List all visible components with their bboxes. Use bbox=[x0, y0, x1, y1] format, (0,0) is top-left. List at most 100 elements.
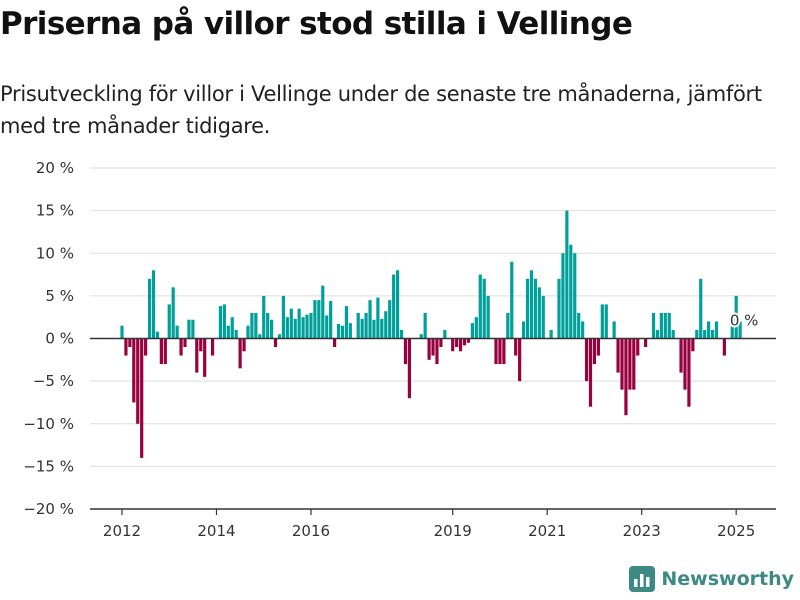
bar bbox=[466, 338, 471, 343]
bar bbox=[541, 295, 545, 339]
bar bbox=[616, 338, 620, 373]
bar bbox=[581, 321, 585, 339]
bar bbox=[502, 338, 506, 365]
bar bbox=[707, 321, 711, 339]
bar bbox=[628, 338, 632, 390]
y-tick-label: 5 % bbox=[45, 287, 74, 305]
bar bbox=[348, 323, 352, 339]
bar bbox=[691, 338, 695, 352]
bar bbox=[392, 274, 396, 339]
bar bbox=[423, 312, 427, 339]
bar bbox=[368, 300, 372, 339]
bar bbox=[494, 338, 498, 365]
bar bbox=[651, 312, 656, 339]
bar bbox=[537, 287, 541, 339]
bar bbox=[455, 338, 459, 348]
bar bbox=[482, 278, 486, 339]
bar bbox=[222, 304, 226, 339]
bar bbox=[136, 338, 140, 424]
bar bbox=[144, 338, 148, 356]
bar bbox=[218, 306, 223, 339]
bar bbox=[435, 338, 439, 365]
bar bbox=[376, 297, 380, 339]
y-tick-label: 10 % bbox=[36, 244, 74, 262]
newsworthy-bar-chart-icon bbox=[629, 566, 656, 592]
bar bbox=[549, 329, 553, 339]
y-tick-label: 15 % bbox=[36, 202, 74, 220]
bar bbox=[592, 338, 597, 365]
x-tick-label: 2012 bbox=[103, 522, 141, 540]
bar bbox=[722, 338, 726, 356]
x-tick-label: 2014 bbox=[197, 522, 235, 540]
bar bbox=[234, 329, 238, 339]
bar bbox=[388, 300, 392, 339]
bar bbox=[364, 312, 368, 339]
bar bbox=[734, 295, 738, 339]
bar bbox=[600, 304, 604, 339]
bar bbox=[588, 338, 593, 407]
bar bbox=[683, 338, 687, 390]
bar bbox=[124, 338, 128, 356]
y-tick-label: 20 % bbox=[36, 159, 74, 177]
bar bbox=[604, 304, 608, 339]
bar bbox=[317, 300, 321, 339]
bar bbox=[151, 270, 156, 339]
bar bbox=[321, 285, 325, 339]
bar bbox=[687, 338, 691, 407]
bar bbox=[155, 331, 160, 339]
bar bbox=[285, 317, 289, 339]
bar bbox=[462, 338, 467, 346]
chart-subtitle: Prisutveckling för villor i Vellinge und… bbox=[0, 82, 762, 138]
bar bbox=[167, 304, 171, 339]
bar bbox=[403, 338, 408, 365]
bar bbox=[427, 338, 431, 360]
bar bbox=[710, 329, 715, 339]
bar bbox=[533, 278, 537, 339]
bar bbox=[407, 338, 411, 399]
bar bbox=[258, 334, 262, 339]
bar bbox=[730, 325, 734, 339]
bar bbox=[140, 338, 144, 458]
newsworthy-logo: Newsworthy bbox=[629, 566, 794, 592]
bar bbox=[431, 338, 435, 356]
bar bbox=[399, 329, 404, 339]
bar bbox=[573, 253, 577, 339]
bar bbox=[498, 338, 502, 365]
bar bbox=[277, 334, 282, 339]
bar bbox=[333, 338, 337, 348]
bar bbox=[187, 319, 191, 339]
bar bbox=[451, 338, 455, 352]
bar bbox=[179, 338, 183, 356]
bar bbox=[514, 338, 518, 356]
y-tick-label: −15 % bbox=[23, 457, 74, 475]
bar bbox=[384, 311, 388, 339]
y-tick-label: 0 % bbox=[45, 330, 74, 348]
bar bbox=[439, 338, 443, 348]
bar bbox=[313, 300, 317, 339]
bar bbox=[270, 319, 274, 339]
bar bbox=[171, 287, 175, 339]
bar bbox=[612, 321, 616, 339]
bar bbox=[478, 274, 482, 339]
bar bbox=[262, 295, 266, 339]
bar bbox=[714, 321, 719, 339]
bar bbox=[230, 317, 234, 339]
bar bbox=[659, 312, 663, 339]
bar bbox=[281, 295, 286, 339]
bar bbox=[175, 325, 179, 339]
bar bbox=[289, 308, 293, 339]
chart-title: Priserna på villor stod stilla i Velling… bbox=[0, 6, 633, 42]
bar bbox=[577, 312, 581, 339]
bar bbox=[329, 300, 333, 339]
y-tick-label: −5 % bbox=[33, 372, 74, 390]
bar bbox=[297, 308, 301, 339]
bar bbox=[238, 338, 242, 369]
bar bbox=[584, 338, 589, 382]
bar bbox=[203, 338, 207, 377]
bar bbox=[309, 312, 313, 339]
bar bbox=[525, 278, 530, 339]
bar bbox=[655, 329, 660, 339]
bar bbox=[443, 329, 447, 339]
bar bbox=[183, 338, 187, 348]
bar bbox=[360, 318, 364, 339]
